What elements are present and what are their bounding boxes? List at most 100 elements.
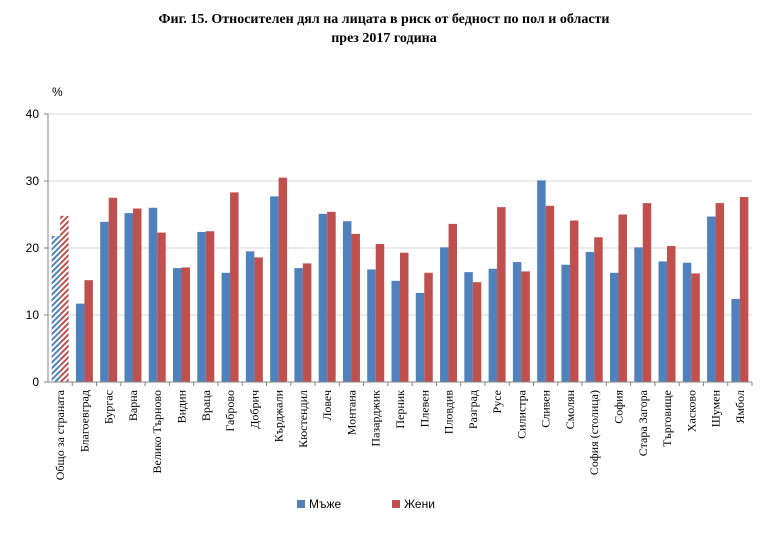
bar-men	[51, 235, 61, 382]
bar-men	[464, 272, 473, 382]
bar-women	[594, 237, 603, 382]
bar-women	[569, 220, 579, 382]
bar-women	[181, 267, 191, 382]
bar-men	[585, 252, 595, 382]
bar-women	[545, 205, 555, 382]
bar-men	[197, 231, 206, 382]
x-tick-label: Кърджали	[272, 389, 286, 442]
x-tick-label: Общо за страната	[53, 389, 67, 480]
x-tick-label: Силистра	[514, 389, 528, 439]
legend-item-women: Жени	[392, 497, 435, 511]
x-tick-label: Търговище	[660, 390, 674, 447]
chart-title: Фиг. 15. Относителен дял на лицата в рис…	[0, 10, 768, 48]
x-tick-label: София (столица)	[587, 390, 601, 475]
bar-women	[205, 231, 215, 382]
bar-men	[391, 280, 400, 382]
x-tick-label: Перник	[393, 390, 407, 429]
x-tick-label: Варна	[126, 389, 140, 421]
bar-women	[84, 280, 93, 382]
bar-men	[270, 196, 279, 382]
bar-men	[173, 268, 182, 382]
bar-men	[100, 221, 109, 382]
bar-women	[375, 243, 385, 382]
x-tick-label: Русе	[490, 390, 504, 413]
bar-men	[561, 264, 570, 382]
x-tick-label: Велико Търново	[150, 390, 164, 474]
bar-women	[472, 282, 482, 382]
x-tick-label: Видин	[175, 389, 189, 423]
bar-men	[488, 268, 498, 382]
bar-men	[367, 269, 376, 382]
x-tick-label: Враца	[199, 389, 213, 421]
bar-women	[327, 211, 336, 382]
bar-women	[278, 177, 288, 382]
bar-men	[318, 213, 328, 382]
bar-men	[294, 268, 303, 382]
chart-title-line-1: Фиг. 15. Относителен дял на лицата в рис…	[158, 12, 610, 27]
bar-men	[440, 247, 449, 382]
bar-women	[351, 233, 360, 382]
bar-women	[302, 263, 312, 382]
legend-item-men: Мъже	[297, 497, 342, 511]
x-tick-label: София	[611, 390, 625, 424]
bar-women	[448, 223, 458, 382]
bar-men	[342, 221, 352, 382]
x-tick-label: Ловеч	[320, 390, 334, 421]
bar-women	[715, 203, 725, 382]
chart-title-line-2: през 2017 година	[331, 31, 437, 46]
y-tick-label: 30	[26, 174, 40, 188]
bar-women	[157, 232, 166, 382]
bar-men	[658, 261, 668, 382]
y-tick-label: 10	[26, 308, 40, 322]
x-tick-label: Плевен	[417, 389, 431, 427]
bar-women	[691, 273, 700, 382]
x-tick-label: Пловдив	[442, 390, 456, 435]
bar-men	[707, 216, 716, 382]
bar-women	[497, 207, 506, 382]
x-tick-label: Благоевград	[77, 390, 91, 452]
x-tick-label: Смолян	[563, 389, 577, 429]
bar-women	[739, 197, 749, 382]
bar-men	[682, 262, 692, 382]
bar-women	[424, 272, 433, 382]
bar-women	[132, 208, 142, 382]
bar-women	[400, 252, 409, 382]
x-tick-label: Пазарджик	[369, 390, 383, 447]
legend-label: Мъже	[309, 497, 342, 511]
bar-men	[609, 272, 619, 382]
legend-swatch	[392, 500, 400, 508]
bar-women	[618, 214, 627, 382]
x-tick-label: Разград	[466, 390, 480, 429]
x-tick-label: Ямбол	[733, 390, 747, 424]
y-tick-label: 20	[26, 241, 40, 255]
bar-women	[230, 192, 239, 382]
bar-women	[108, 197, 118, 382]
x-tick-label: Добрич	[247, 390, 261, 429]
x-tick-label: Сливен	[539, 389, 553, 427]
legend-label: Жени	[404, 497, 435, 511]
bar-men	[634, 247, 643, 382]
bar-men	[221, 272, 231, 382]
x-tick-label: Габрово	[223, 390, 237, 432]
x-tick-label: Бургас	[102, 390, 116, 424]
bar-men	[245, 251, 255, 382]
legend-swatch	[297, 500, 305, 508]
bar-women	[521, 271, 530, 382]
bar-women	[642, 203, 652, 382]
x-tick-label: Монтана	[344, 389, 358, 435]
y-axis-unit-label: %	[52, 85, 63, 99]
bar-men	[415, 292, 425, 382]
y-tick-label: 40	[26, 107, 40, 121]
x-tick-label: Стара Загора	[636, 389, 650, 456]
bar-men	[148, 207, 158, 382]
y-tick-label: 0	[32, 375, 39, 389]
bar-women	[254, 257, 263, 382]
x-tick-label: Хасково	[684, 390, 698, 432]
bar-women	[667, 245, 676, 382]
bar-men	[124, 213, 133, 382]
x-tick-label: Кюстендил	[296, 390, 310, 448]
bar-men	[537, 180, 546, 382]
bar-men	[75, 303, 85, 382]
bar-women	[60, 215, 69, 382]
